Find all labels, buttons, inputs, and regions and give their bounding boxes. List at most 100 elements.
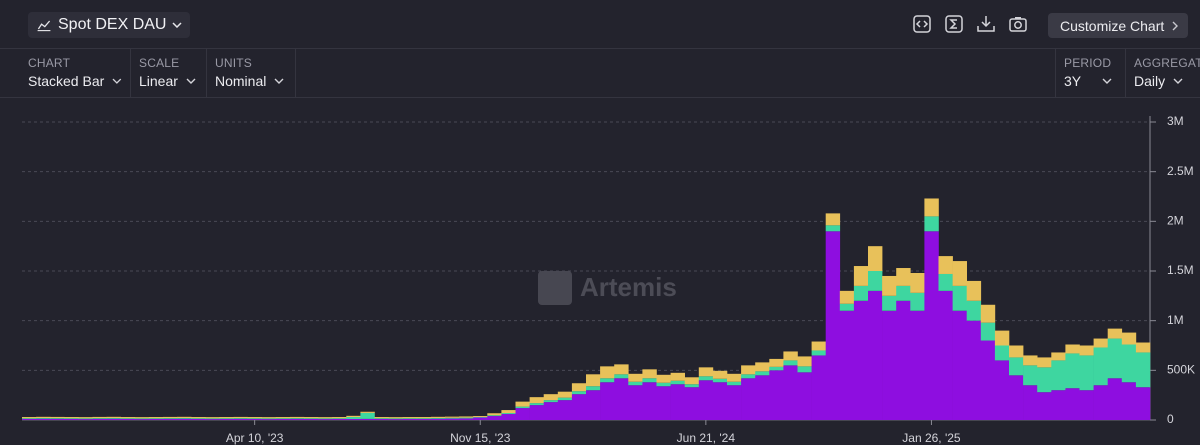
bar-segment — [755, 371, 770, 376]
control-value: Daily — [1134, 73, 1166, 89]
bar-segment — [1079, 355, 1094, 391]
bar-segment — [318, 417, 333, 419]
bar-segment — [430, 416, 446, 419]
bar-segment — [92, 416, 107, 419]
bar-segment — [741, 365, 756, 375]
bar-segment — [459, 417, 474, 419]
bar-segment — [445, 416, 460, 418]
customize-button[interactable]: Customize Chart — [1048, 13, 1189, 38]
bar-segment — [910, 310, 925, 420]
bar-segment — [261, 419, 277, 420]
bar-segment — [896, 268, 911, 286]
bar-segment — [304, 418, 319, 420]
bar-segment — [332, 418, 347, 420]
watermark-text: Artemis — [580, 272, 677, 302]
bar-segment — [769, 358, 784, 367]
bar-segment — [557, 400, 573, 420]
bar-segment — [374, 419, 389, 420]
button-label: Customize Chart — [1060, 17, 1165, 34]
bar-segment — [684, 377, 700, 385]
bar-segment — [882, 275, 897, 296]
watermark-logo — [538, 271, 572, 305]
bar-segment — [1079, 345, 1094, 356]
bar-segment — [78, 418, 93, 420]
bar-segment — [571, 391, 587, 395]
bar-segment — [50, 418, 65, 419]
bar-segment — [501, 413, 516, 415]
bar-segment — [797, 372, 812, 420]
bar-segment — [1093, 385, 1108, 420]
chevron — [172, 22, 183, 28]
camera-icon[interactable] — [1008, 14, 1028, 34]
bar-segment — [698, 367, 714, 377]
toolbar — [912, 14, 1028, 34]
bar-segment — [134, 419, 150, 420]
bar-segment — [952, 285, 967, 311]
bar-segment — [1107, 338, 1123, 379]
control[interactable]: SCALE Linear — [131, 49, 207, 97]
bar-segment — [839, 303, 855, 311]
bar-segment — [952, 310, 967, 420]
bar-segment — [571, 394, 587, 420]
bar-segment — [177, 416, 192, 419]
control[interactable]: AGGREGATE Daily — [1125, 49, 1200, 97]
chevron — [1102, 78, 1112, 84]
bar-segment — [148, 419, 164, 420]
bar-segment — [783, 365, 798, 420]
bar-segment — [360, 411, 375, 413]
bar-segment — [529, 403, 544, 406]
bar-segment — [261, 418, 277, 420]
bar-segment — [994, 330, 1010, 346]
bar-segment — [571, 383, 587, 392]
bar-segment — [402, 417, 418, 419]
bar-segment — [205, 418, 220, 420]
bar-segment — [134, 417, 150, 419]
bar-segment — [473, 416, 488, 418]
bar-segment — [1079, 390, 1094, 420]
chart-selector[interactable]: Spot DEX DAU — [28, 12, 191, 38]
control[interactable]: PERIOD 3Y — [1055, 49, 1125, 97]
bar-segment — [727, 373, 742, 382]
bar-segment — [22, 417, 37, 419]
bar-segment — [1023, 365, 1038, 386]
bar-segment — [64, 419, 79, 420]
bar-segment — [78, 417, 93, 419]
bar-segment — [120, 417, 136, 419]
control-value: Linear — [139, 73, 178, 89]
bar-segment — [656, 382, 671, 387]
y-tick-label: 0 — [1167, 412, 1174, 426]
bar-segment — [487, 416, 502, 420]
bar-segment — [783, 360, 798, 366]
bar-segment — [952, 261, 967, 286]
bar-segment — [1107, 328, 1123, 339]
bar-segment — [642, 378, 657, 383]
y-tick-label: 2M — [1167, 214, 1184, 228]
bar-segment — [811, 341, 826, 351]
chevron — [1173, 78, 1183, 84]
chevron — [274, 78, 284, 84]
control[interactable]: CHART Stacked Bar — [20, 49, 131, 97]
bar-segment — [289, 418, 305, 420]
bar-segment — [473, 417, 488, 420]
bar-segment — [670, 384, 685, 420]
bar-segment — [924, 198, 939, 217]
bar-segment — [430, 418, 446, 419]
bar-segment — [148, 418, 164, 420]
watermark: Artemis — [538, 271, 677, 305]
bar-segment — [92, 418, 107, 419]
bar-segment — [811, 350, 826, 356]
download-icon[interactable] — [976, 14, 996, 34]
formula-icon[interactable] — [944, 14, 964, 34]
bar-segment — [600, 378, 615, 383]
bar-segment — [134, 418, 150, 420]
embed-icon[interactable] — [912, 14, 932, 34]
bar-segment — [825, 225, 841, 232]
bar-segment — [1009, 375, 1024, 420]
bar-segment — [1009, 357, 1024, 376]
bar-segment — [402, 418, 418, 420]
bar-segment — [459, 416, 474, 418]
control[interactable]: UNITS Nominal — [207, 49, 296, 97]
bar-segment — [1037, 392, 1052, 420]
bar-segment — [50, 418, 65, 420]
bar-segment — [177, 418, 192, 419]
